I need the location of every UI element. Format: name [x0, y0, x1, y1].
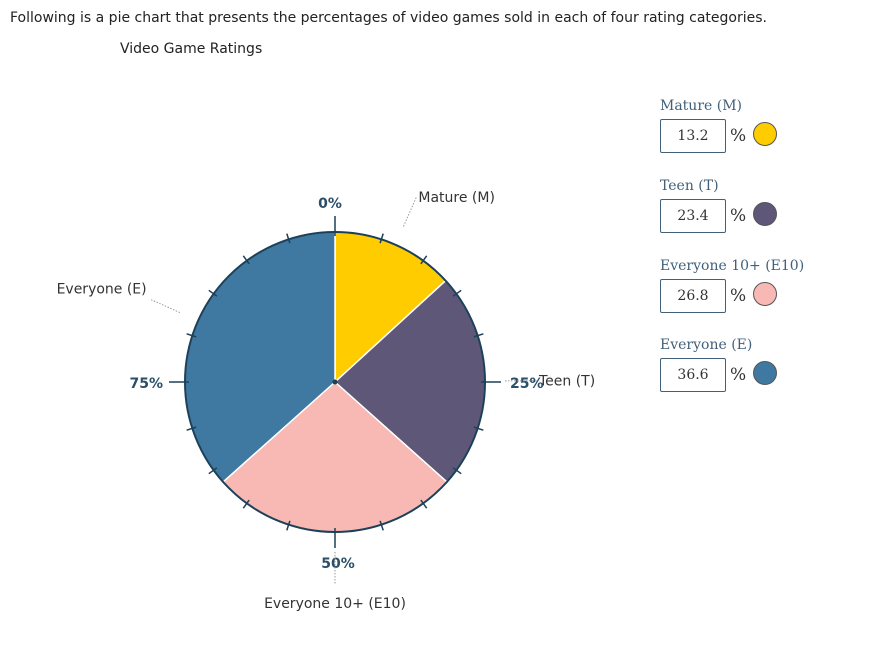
tick-label: 0%: [318, 196, 342, 212]
tick-label: 50%: [321, 556, 355, 572]
minor-tick: [452, 289, 462, 297]
legend-item-everyone: Everyone (E) 36.6 %: [660, 337, 777, 392]
intro-text: Following is a pie chart that presents t…: [10, 10, 767, 26]
percent-symbol: %: [730, 126, 747, 146]
minor-tick: [452, 467, 462, 475]
chart-title: Video Game Ratings: [120, 41, 263, 57]
pie-center-dot: [332, 379, 338, 385]
color-swatch-everyone-10[interactable]: [753, 282, 777, 306]
minor-tick: [379, 520, 384, 531]
minor-tick: [208, 289, 218, 297]
minor-tick: [286, 520, 291, 531]
minor-tick: [286, 233, 291, 244]
mature-percent-input[interactable]: 13.2: [660, 119, 726, 153]
legend-item-everyone-10: Everyone 10+ (E10) 26.8 %: [660, 258, 805, 313]
minor-tick: [473, 426, 484, 431]
color-swatch-mature[interactable]: [753, 122, 777, 146]
tick-label: 25%: [510, 376, 544, 392]
legend-label-everyone-10: Everyone 10+ (E10): [660, 258, 805, 274]
minor-tick: [420, 255, 428, 265]
label-leader: [150, 298, 181, 313]
minor-tick: [420, 499, 428, 509]
legend-label-teen: Teen (T): [660, 178, 719, 194]
legend-item-teen: Teen (T) 23.4 %: [660, 178, 777, 233]
percent-symbol: %: [730, 365, 747, 385]
teen-percent-input[interactable]: 23.4: [660, 199, 726, 233]
legend-label-everyone: Everyone (E): [660, 337, 753, 353]
minor-tick: [186, 426, 197, 431]
color-swatch-everyone[interactable]: [753, 361, 777, 385]
slice-label-mature-m: Mature (M): [418, 190, 495, 206]
slice-label-everyone-e: Everyone (E): [57, 281, 147, 297]
everyone-percent-input[interactable]: 36.6: [660, 358, 726, 392]
percent-symbol: %: [730, 286, 747, 306]
everyone-10-percent-input[interactable]: 26.8: [660, 279, 726, 313]
minor-tick: [473, 333, 484, 338]
slice-label-teen-t: Teen (T): [538, 374, 595, 390]
slice-label-everyone-10-e10: Everyone 10+ (E10): [264, 596, 406, 612]
tick-label: 75%: [129, 376, 163, 392]
minor-tick: [242, 255, 250, 265]
minor-tick: [242, 499, 250, 509]
color-swatch-teen[interactable]: [753, 202, 777, 226]
minor-tick: [186, 333, 197, 338]
label-leader: [403, 196, 417, 227]
pie-chart: 0% 25% 50% 75% Mature (M) Teen (T) Everyone 10…: [57, 190, 596, 612]
legend-label-mature: Mature (M): [660, 98, 743, 114]
legend-item-mature: Mature (M) 13.2 %: [660, 98, 777, 153]
minor-tick: [208, 467, 218, 475]
percent-symbol: %: [730, 206, 747, 226]
minor-tick: [379, 233, 384, 244]
